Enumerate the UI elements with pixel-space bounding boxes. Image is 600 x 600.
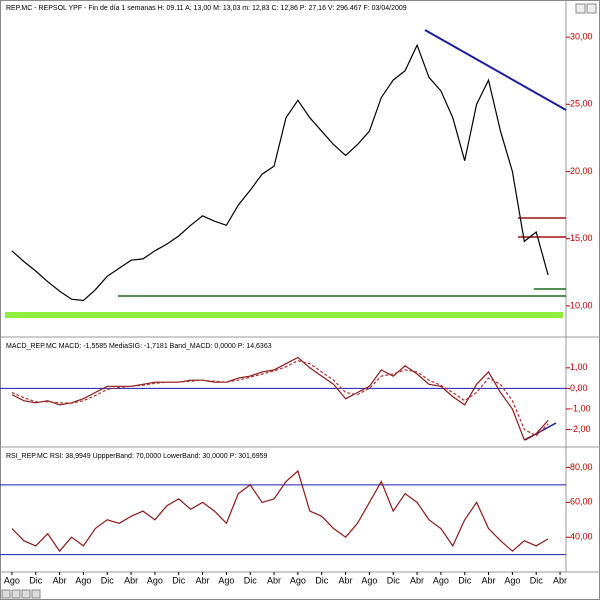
x-tick-label: Abr — [553, 575, 567, 585]
y-tick-label: 25,00 — [570, 99, 593, 109]
x-tick-label: Dic — [530, 575, 543, 585]
x-tick-label: Ago — [147, 575, 163, 585]
panel-title: MACD_REP.MC MACD: -1,5585 MediaSIG: -1,7… — [6, 343, 272, 350]
x-tick-label: Dic — [458, 575, 471, 585]
series-line — [11, 43, 549, 302]
y-tick-label: 20,00 — [570, 166, 593, 176]
x-tick-label: Ago — [75, 575, 91, 585]
x-tick-label: Dic — [172, 575, 185, 585]
x-tick-label: Abr — [124, 575, 138, 585]
window-button[interactable] — [575, 3, 586, 14]
series-line — [11, 356, 549, 441]
x-tick-label: Abr — [410, 575, 424, 585]
x-tick-label: Dic — [244, 575, 257, 585]
scroll-button[interactable] — [31, 589, 41, 599]
y-tick-label: 80,00 — [570, 462, 593, 472]
x-tick-label: Ago — [433, 575, 449, 585]
x-tick-label: Dic — [315, 575, 328, 585]
y-tick-label: 30,00 — [570, 31, 593, 41]
x-tick-label: Dic — [387, 575, 400, 585]
x-tick-label: Ago — [290, 575, 306, 585]
panel-title: REP.MC - REPSOL YPF - Fin de día 1 seman… — [6, 5, 407, 12]
y-tick-label: 0,00 — [570, 383, 588, 393]
scroll-button[interactable] — [11, 589, 21, 599]
support-band — [5, 312, 563, 318]
y-tick-label: -2,00 — [570, 424, 591, 434]
x-tick-label: Dic — [29, 575, 42, 585]
x-tick-label: Abr — [267, 575, 281, 585]
series-line — [11, 359, 549, 437]
x-tick-label: Ago — [361, 575, 377, 585]
y-tick-label: -1,00 — [570, 403, 591, 413]
trend-line — [424, 29, 567, 111]
series-line — [11, 469, 549, 553]
x-tick-label: Ago — [218, 575, 234, 585]
x-tick-label: Abr — [196, 575, 210, 585]
y-tick-label: 40,00 — [570, 532, 593, 542]
scroll-button[interactable] — [1, 589, 11, 599]
y-tick-label: 1,00 — [570, 362, 588, 372]
y-tick-label: 60,00 — [570, 497, 593, 507]
x-tick-label: Abr — [53, 575, 67, 585]
x-tick-label: Abr — [482, 575, 496, 585]
x-tick-label: Abr — [339, 575, 353, 585]
scroll-button[interactable] — [21, 589, 31, 599]
x-tick-label: Dic — [101, 575, 114, 585]
y-tick-label: 15,00 — [570, 233, 593, 243]
panel-title: RSI_REP.MC RSI: 38,9949 UppperBand: 70,0… — [6, 453, 267, 460]
y-tick-label: 10,00 — [570, 300, 593, 310]
window-button[interactable] — [586, 3, 597, 14]
x-tick-label: Ago — [4, 575, 20, 585]
x-tick-label: Ago — [504, 575, 520, 585]
